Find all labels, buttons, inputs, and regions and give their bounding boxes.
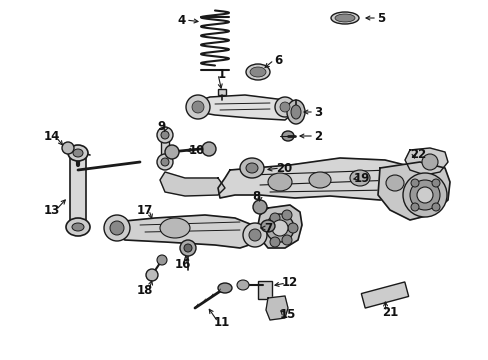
Ellipse shape [202, 142, 216, 156]
Ellipse shape [183, 244, 192, 252]
Ellipse shape [245, 64, 269, 80]
Text: 20: 20 [275, 162, 291, 175]
Ellipse shape [385, 175, 403, 191]
Ellipse shape [237, 280, 248, 290]
Text: 12: 12 [281, 276, 298, 289]
Ellipse shape [265, 214, 293, 242]
Text: 4: 4 [178, 13, 186, 27]
Text: 6: 6 [273, 54, 282, 67]
Ellipse shape [282, 131, 293, 141]
Polygon shape [377, 162, 449, 220]
Text: 13: 13 [44, 203, 60, 216]
Polygon shape [258, 205, 302, 248]
Ellipse shape [110, 221, 124, 235]
Ellipse shape [330, 12, 358, 24]
Ellipse shape [248, 229, 261, 241]
Polygon shape [404, 148, 447, 175]
Ellipse shape [252, 200, 266, 214]
Text: 22: 22 [409, 148, 425, 161]
Ellipse shape [261, 220, 274, 232]
Ellipse shape [157, 127, 173, 143]
Text: 9: 9 [158, 121, 166, 134]
Ellipse shape [157, 154, 173, 170]
Ellipse shape [157, 255, 167, 265]
Ellipse shape [243, 223, 266, 247]
Text: 15: 15 [279, 307, 296, 320]
Text: 16: 16 [174, 257, 191, 270]
Ellipse shape [286, 100, 305, 124]
Text: 19: 19 [353, 171, 369, 184]
Polygon shape [218, 158, 414, 200]
Ellipse shape [290, 105, 301, 119]
Text: 11: 11 [213, 315, 230, 328]
Ellipse shape [409, 180, 439, 210]
Ellipse shape [267, 173, 291, 191]
Ellipse shape [269, 237, 280, 247]
Ellipse shape [416, 187, 432, 203]
Text: 8: 8 [251, 190, 260, 203]
Ellipse shape [146, 269, 158, 281]
Bar [161, 134, 169, 162]
Ellipse shape [421, 154, 437, 170]
Ellipse shape [180, 240, 196, 256]
Text: 7: 7 [264, 221, 271, 234]
Ellipse shape [410, 203, 418, 211]
Ellipse shape [287, 223, 297, 233]
Text: 18: 18 [137, 284, 153, 297]
Text: 21: 21 [381, 306, 397, 319]
Ellipse shape [402, 173, 446, 217]
Polygon shape [160, 172, 224, 196]
Ellipse shape [104, 215, 130, 241]
Ellipse shape [192, 101, 203, 113]
Ellipse shape [161, 131, 169, 139]
Ellipse shape [271, 220, 287, 236]
Ellipse shape [164, 145, 179, 159]
Text: 2: 2 [313, 130, 322, 143]
Text: 14: 14 [44, 130, 60, 144]
Ellipse shape [160, 218, 190, 238]
Ellipse shape [282, 210, 291, 220]
Ellipse shape [334, 14, 354, 22]
Ellipse shape [349, 170, 369, 186]
Bar [218, 89, 225, 95]
Ellipse shape [308, 172, 330, 188]
Ellipse shape [249, 67, 265, 77]
Text: 1: 1 [218, 68, 225, 81]
Ellipse shape [280, 102, 289, 112]
Ellipse shape [282, 235, 291, 245]
Ellipse shape [73, 149, 83, 157]
Ellipse shape [245, 163, 258, 173]
Ellipse shape [431, 203, 439, 211]
Ellipse shape [66, 218, 90, 236]
Ellipse shape [161, 158, 169, 166]
Bar [70, 155, 86, 225]
Ellipse shape [62, 142, 74, 154]
Polygon shape [110, 215, 260, 248]
Ellipse shape [68, 145, 88, 161]
Ellipse shape [218, 283, 231, 293]
Polygon shape [265, 296, 287, 320]
Ellipse shape [410, 179, 418, 187]
Bar [361, 282, 408, 308]
Text: 5: 5 [376, 12, 385, 24]
Text: 17: 17 [137, 203, 153, 216]
Text: 10: 10 [188, 144, 204, 157]
Polygon shape [195, 95, 294, 120]
Ellipse shape [269, 213, 280, 223]
Bar [258, 281, 271, 299]
Ellipse shape [274, 97, 294, 117]
Ellipse shape [185, 95, 209, 119]
Ellipse shape [72, 223, 84, 231]
Text: 3: 3 [313, 105, 322, 118]
Ellipse shape [240, 158, 264, 178]
Ellipse shape [431, 179, 439, 187]
